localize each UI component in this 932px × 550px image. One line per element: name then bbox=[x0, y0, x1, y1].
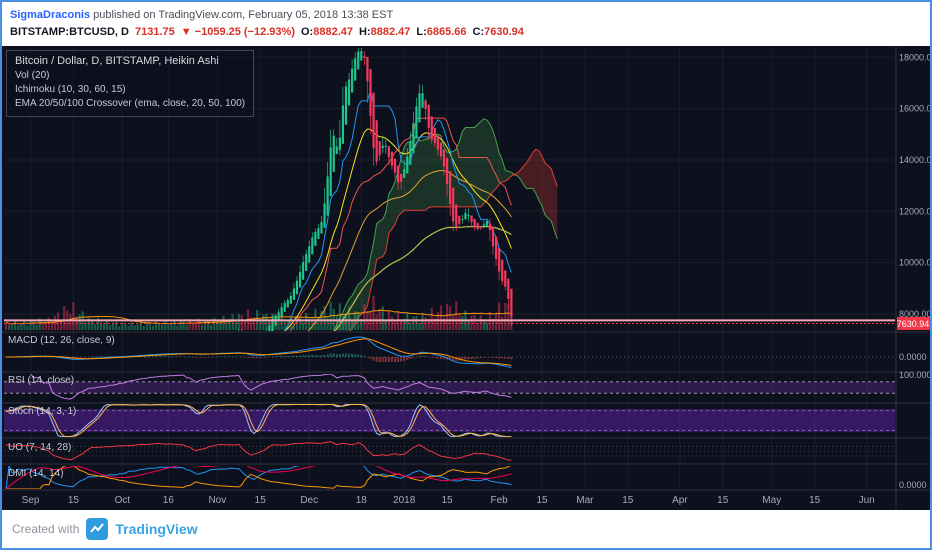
svg-text:Apr: Apr bbox=[672, 495, 688, 506]
svg-text:7630.94: 7630.94 bbox=[897, 319, 930, 329]
dmi-pane[interactable] bbox=[5, 459, 512, 489]
high-value: 8882.47 bbox=[370, 26, 411, 38]
close-label: C: bbox=[472, 26, 485, 38]
svg-text:0.0000: 0.0000 bbox=[899, 352, 927, 362]
svg-text:Nov: Nov bbox=[208, 495, 226, 506]
time-axis[interactable]: Sep 15 Oct 16 Nov 15 Dec 18 2018 15 Feb 15 Mar 15 Apr 1… bbox=[22, 495, 875, 506]
price-pane[interactable] bbox=[4, 46, 895, 437]
svg-text:16: 16 bbox=[163, 495, 175, 506]
legend-indicator-vol[interactable]: Vol (20) bbox=[15, 70, 50, 81]
svg-text:10000.00: 10000.00 bbox=[899, 258, 930, 268]
legend-indicator-ema[interactable]: EMA 20/50/100 Crossover (ema, close, 20,… bbox=[15, 98, 246, 109]
high-label: H: bbox=[358, 26, 371, 38]
legend-title[interactable]: Bitcoin / Dollar, D, BITSTAMP, Heikin As… bbox=[15, 55, 219, 67]
ohlc-low: L:6865.66 bbox=[416, 23, 466, 41]
ohlc-close: C:7630.94 bbox=[473, 23, 524, 41]
rsi-pane-label[interactable]: RSI (14, close) bbox=[8, 375, 75, 386]
svg-text:18000.00: 18000.00 bbox=[899, 52, 930, 62]
open-value: 8882.47 bbox=[313, 26, 353, 38]
svg-text:100.0000: 100.0000 bbox=[899, 370, 930, 380]
uo-pane[interactable] bbox=[4, 441, 895, 461]
last-price-value: 7131.75 bbox=[134, 26, 175, 38]
ohlc-high: H:8882.47 bbox=[359, 23, 410, 41]
chart-canvas[interactable]: 18000.00 16000.00 14000.00 12000.00 10000.00… bbox=[2, 46, 930, 510]
macd-pane[interactable] bbox=[4, 336, 895, 369]
open-label: O: bbox=[300, 26, 314, 38]
stoch-pane-label[interactable]: Stoch (14, 3, 1) bbox=[8, 406, 77, 417]
tv-logo-glyph bbox=[90, 523, 105, 533]
symbol-name[interactable]: BITSTAMP:BTCUSD, D bbox=[10, 26, 129, 38]
svg-text:15: 15 bbox=[442, 495, 454, 506]
close-value: 7630.94 bbox=[484, 26, 524, 38]
tradingview-link[interactable]: TradingView bbox=[115, 521, 198, 537]
rsi-pane[interactable] bbox=[4, 373, 895, 400]
header: SigmaDraconis published on TradingView.c… bbox=[2, 2, 930, 46]
svg-text:Jun: Jun bbox=[859, 495, 875, 506]
created-with-text: Created with bbox=[12, 522, 80, 536]
svg-text:Mar: Mar bbox=[576, 495, 594, 506]
svg-text:8000.00: 8000.00 bbox=[899, 309, 930, 319]
svg-text:12000.00: 12000.00 bbox=[899, 206, 930, 216]
svg-text:Sep: Sep bbox=[22, 495, 40, 506]
stoch-pane[interactable] bbox=[4, 404, 895, 437]
svg-text:2018: 2018 bbox=[393, 495, 416, 506]
chart-background bbox=[2, 46, 930, 510]
legend-indicator-ichimoku[interactable]: Ichimoku (10, 30, 60, 15) bbox=[15, 84, 126, 95]
legend-box: Bitcoin / Dollar, D, BITSTAMP, Heikin As… bbox=[6, 50, 255, 117]
price-change: ▼ −1059.25 (−12.93%) bbox=[180, 26, 295, 38]
svg-text:Feb: Feb bbox=[491, 495, 509, 506]
low-label: L: bbox=[416, 26, 427, 38]
chart-area[interactable]: 18000.00 16000.00 14000.00 12000.00 10000.00… bbox=[2, 46, 930, 510]
svg-text:14000.00: 14000.00 bbox=[899, 155, 930, 165]
svg-text:15: 15 bbox=[536, 495, 548, 506]
svg-text:15: 15 bbox=[809, 495, 821, 506]
svg-text:0.0000: 0.0000 bbox=[899, 480, 927, 490]
tradingview-logo-icon[interactable] bbox=[86, 518, 109, 540]
footer: Created with TradingView bbox=[2, 510, 930, 548]
publish-info: published on TradingView.com, February 0… bbox=[90, 9, 394, 21]
svg-text:15: 15 bbox=[68, 495, 80, 506]
svg-text:15: 15 bbox=[622, 495, 634, 506]
svg-text:16000.00: 16000.00 bbox=[899, 104, 930, 114]
dmi-pane-label[interactable]: DMI (14, 14) bbox=[8, 468, 64, 479]
symbol-line: BITSTAMP:BTCUSD, D 7131.75 ▼ −1059.25 (−… bbox=[10, 23, 922, 41]
price-axis[interactable]: 18000.00 16000.00 14000.00 12000.00 10000.00… bbox=[897, 52, 930, 490]
low-value: 6865.66 bbox=[426, 26, 467, 38]
svg-text:May: May bbox=[762, 495, 781, 506]
svg-text:15: 15 bbox=[255, 495, 267, 506]
author-link[interactable]: SigmaDraconis bbox=[10, 9, 91, 21]
svg-text:Dec: Dec bbox=[300, 495, 318, 506]
ohlc-open: O:8882.47 bbox=[301, 23, 353, 41]
svg-text:18: 18 bbox=[356, 495, 368, 506]
macd-pane-label[interactable]: MACD (12, 26, close, 9) bbox=[8, 335, 115, 346]
uo-pane-label[interactable]: UO (7, 14, 28) bbox=[8, 442, 72, 453]
svg-text:Oct: Oct bbox=[115, 495, 131, 506]
svg-text:15: 15 bbox=[717, 495, 729, 506]
pane-separators bbox=[2, 46, 930, 510]
attribution-line: SigmaDraconis published on TradingView.c… bbox=[10, 7, 922, 23]
